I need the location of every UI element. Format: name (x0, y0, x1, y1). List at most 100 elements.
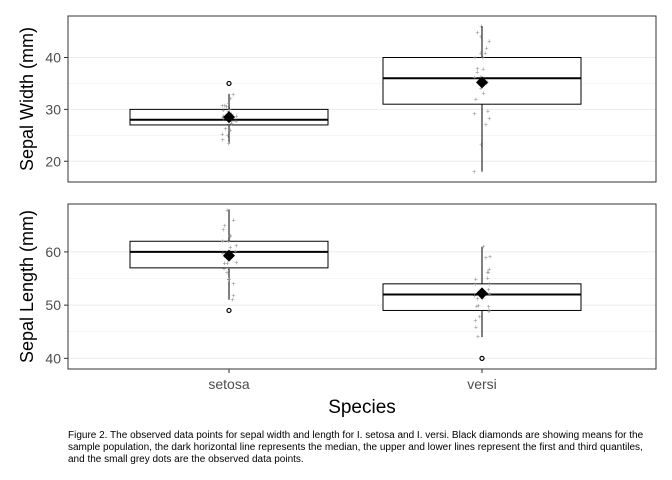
data-point: + (479, 74, 483, 81)
data-point: + (234, 114, 238, 121)
data-point: + (226, 133, 230, 140)
data-point: + (228, 106, 232, 113)
data-point: + (480, 296, 484, 303)
mean-diamond (223, 249, 235, 262)
data-point: + (474, 325, 478, 332)
data-point: + (473, 55, 477, 62)
data-point: + (486, 287, 490, 294)
data-point: + (229, 96, 233, 103)
data-point: + (481, 66, 485, 73)
mean-diamond (476, 76, 488, 89)
data-point: + (221, 251, 225, 258)
data-point: + (476, 296, 480, 303)
data-point: + (228, 127, 232, 134)
y-tick-label: 40 (45, 350, 61, 366)
data-point: + (479, 24, 483, 31)
data-point: + (474, 97, 478, 104)
data-point: + (228, 245, 232, 252)
data-point: + (233, 249, 237, 256)
data-point: + (221, 114, 225, 121)
data-point: + (221, 137, 225, 144)
data-point: + (223, 223, 227, 230)
data-point: + (472, 75, 476, 82)
data-point: + (486, 276, 490, 283)
data-point: + (231, 281, 235, 288)
data-point: + (484, 46, 488, 53)
data-point: + (222, 266, 226, 273)
data-point: + (234, 243, 238, 250)
y-tick-label: 50 (45, 297, 61, 313)
data-point: + (473, 293, 477, 300)
data-point: + (473, 318, 477, 325)
data-point: + (479, 86, 483, 93)
y-tick-label: 20 (45, 153, 61, 169)
outlier-point (226, 80, 232, 87)
data-point: + (221, 108, 225, 115)
data-point: + (472, 169, 476, 176)
x-axis-title: Species (328, 397, 396, 418)
data-point: + (487, 308, 491, 315)
data-point: + (484, 255, 488, 262)
data-point: + (488, 282, 492, 289)
data-point: + (486, 304, 490, 311)
data-point: + (224, 126, 228, 133)
data-point: + (475, 70, 479, 77)
data-point: + (479, 142, 483, 149)
panel-border (67, 203, 657, 370)
data-point: + (485, 270, 489, 277)
data-point: + (227, 276, 231, 283)
outlier-point (226, 307, 232, 314)
data-point: + (478, 314, 482, 321)
data-point: + (481, 55, 485, 62)
y-tick-label: 60 (45, 244, 61, 260)
panel-border (67, 15, 657, 183)
data-point: + (487, 270, 491, 277)
data-point: + (220, 131, 224, 138)
data-point: + (231, 297, 235, 304)
data-point: + (227, 141, 231, 148)
data-point: + (473, 282, 477, 289)
data-point: + (226, 261, 230, 268)
data-point: + (483, 51, 487, 58)
data-point: + (226, 238, 230, 245)
x-tick-label: setosa (208, 376, 249, 392)
data-point: + (231, 293, 235, 300)
data-point: + (472, 111, 476, 118)
figure-caption: Figure 2. The observed data points for s… (68, 430, 644, 465)
data-point: + (223, 103, 227, 110)
y-axis-title: Sepal Length (mm) (17, 210, 37, 363)
data-point: + (225, 207, 229, 214)
data-point: + (487, 116, 491, 123)
data-point: + (221, 227, 225, 234)
data-point: + (222, 116, 226, 123)
data-point: + (221, 239, 225, 246)
data-point: + (226, 101, 230, 108)
data-point: + (475, 304, 479, 311)
data-point: + (481, 244, 485, 251)
data-point: + (228, 233, 232, 240)
data-point: + (231, 217, 235, 224)
data-point: + (231, 92, 235, 99)
mean-diamond (223, 111, 235, 124)
data-point: + (223, 261, 227, 268)
data-point: + (234, 260, 238, 267)
data-point: + (476, 334, 480, 341)
data-point: + (226, 265, 230, 272)
data-point: + (475, 30, 479, 37)
data-point: + (484, 81, 488, 88)
data-point: + (488, 291, 492, 298)
data-point: + (487, 267, 491, 274)
data-point: + (477, 303, 481, 310)
data-point: + (220, 103, 224, 110)
data-point: + (227, 277, 231, 284)
data-point: + (225, 270, 229, 277)
data-point: + (228, 234, 232, 241)
data-point: + (222, 254, 226, 261)
data-point: + (487, 308, 491, 315)
y-tick-label: 40 (45, 50, 61, 66)
data-point: + (479, 50, 483, 57)
data-point: + (486, 108, 490, 115)
data-point: + (488, 254, 492, 261)
outlier-point (479, 355, 485, 361)
